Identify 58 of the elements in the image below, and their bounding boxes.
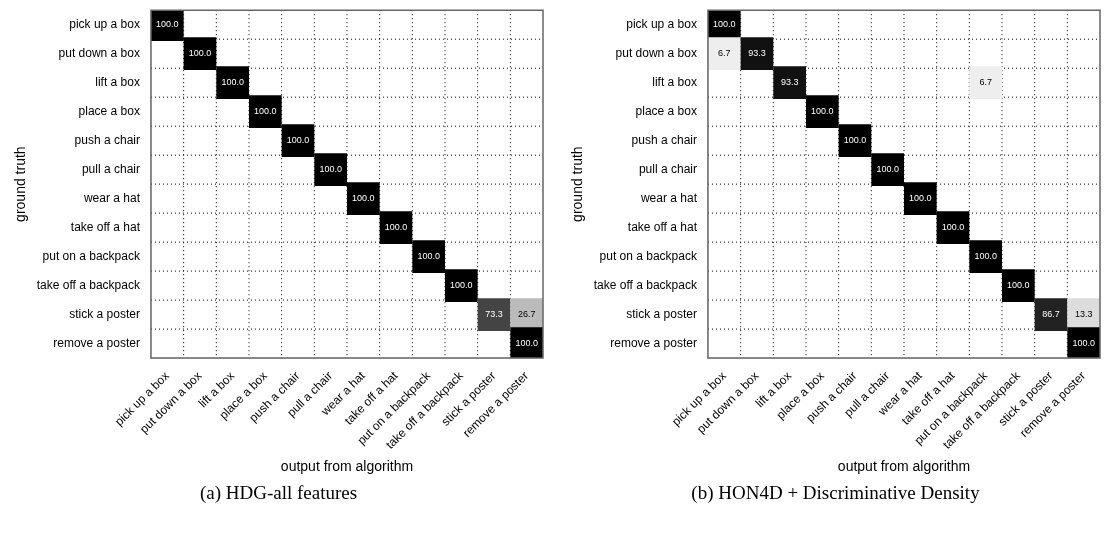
data-label: 100.0 [843,135,866,146]
data-label: 6.7 [978,77,992,88]
data-label: 100.0 [941,222,964,233]
y-tick-label: pick up a box [625,17,697,32]
text: (b) HON4D + Discriminative Density [691,482,980,504]
data-label: 26.7 [517,309,535,320]
data-label: 100.0 [973,251,997,262]
y-tick-label: stick a poster [68,306,140,321]
x-axis-title: output from algorithm [837,458,970,475]
data-label: 6.7 [717,48,731,59]
data-label: 100.0 [318,164,342,175]
data-label: 100.0 [908,193,932,204]
y-tick-label: put on a backpack [42,248,141,263]
y-tick-label: pull a chair [638,161,697,176]
y-tick-label: put on a backpack [599,248,698,263]
y-tick-label: wear a hat [82,190,141,205]
y-tick-label: remove a poster [609,335,697,350]
data-label: 93.3 [747,48,766,59]
y-tick-label: push a chair [74,132,140,147]
y-tick-label: remove a poster [52,335,140,350]
data-label: 73.3 [484,309,503,320]
data-label: 93.3 [780,77,798,88]
y-tick-label: pick up a box [68,17,140,32]
y-tick-label: take off a hat [70,219,141,234]
data-label: 100.0 [188,48,211,59]
data-label: 100.0 [875,164,899,175]
data-label: 100.0 [712,19,736,30]
y-axis-title: ground truth [11,146,28,222]
y-tick-label: take off a backpack [593,277,698,292]
y-tick-label: pull a chair [81,161,140,176]
data-label: 100.0 [1006,280,1030,291]
y-axis-title: ground truth [568,146,585,222]
y-tick-label: stick a poster [625,306,697,321]
data-label: 100.0 [1071,338,1095,349]
data-label: 100.0 [416,251,440,262]
data-label: 100.0 [351,193,375,204]
data-label: 100.0 [384,222,407,233]
text: (a) HDG-all features [199,482,358,504]
y-tick-label: place a box [78,103,140,118]
data-label: 86.7 [1041,309,1060,320]
data-label: 100.0 [155,19,179,30]
y-tick-label: wear a hat [639,190,698,205]
data-label: 100.0 [514,338,538,349]
data-label: 100.0 [220,77,244,88]
y-tick-label: lift a box [94,74,140,89]
data-label: 100.0 [810,106,834,117]
y-tick-label: push a chair [631,132,697,147]
data-label: 100.0 [449,280,473,291]
data-label: 100.0 [253,106,277,117]
y-tick-label: put down a box [58,45,140,60]
y-tick-label: lift a box [651,74,697,89]
data-label: 13.3 [1074,309,1092,320]
y-tick-label: put down a box [615,45,697,60]
y-tick-label: place a box [635,103,697,118]
data-label: 100.0 [286,135,309,146]
y-tick-label: take off a hat [627,219,698,234]
y-tick-label: take off a backpack [36,277,141,292]
x-axis-title: output from algorithm [280,458,413,475]
